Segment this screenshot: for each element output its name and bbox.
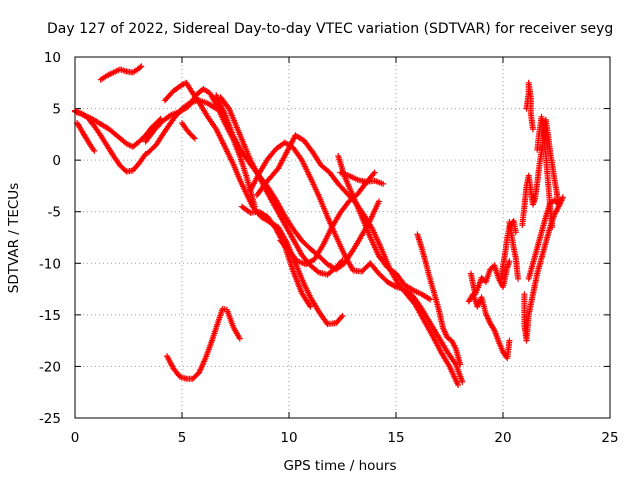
chart-title: Day 127 of 2022, Sidereal Day-to-day VTE… xyxy=(47,21,613,37)
series-arc-17 xyxy=(414,231,464,368)
plot-frame xyxy=(74,56,611,419)
series-arc-19 xyxy=(467,258,513,298)
series-arc-22 xyxy=(506,219,521,282)
series-arc-8 xyxy=(179,120,198,142)
marker-trail xyxy=(161,79,346,328)
series-arc-13 xyxy=(253,132,462,388)
y-tick-label: -15 xyxy=(39,308,61,324)
x-tick-label: 25 xyxy=(601,430,618,446)
y-axis-label: SDTVAR / TECUs xyxy=(6,183,22,293)
series-arc-16 xyxy=(335,153,434,303)
marker-trail xyxy=(97,63,145,83)
marker-trail xyxy=(414,231,464,368)
marker-trail xyxy=(72,107,164,150)
series-arc-26 xyxy=(523,79,536,133)
x-tick-label: 0 xyxy=(71,430,80,446)
marker-trail xyxy=(253,132,462,388)
x-tick-label: 10 xyxy=(280,430,297,446)
x-tick-label: 5 xyxy=(178,430,187,446)
x-axis-label: GPS time / hours xyxy=(283,458,396,474)
axis-ticks: 0 5 10 15 20 25 10 5 0 -5 -10 -15 -20 -25 xyxy=(39,50,619,446)
y-tick-label: 0 xyxy=(52,153,61,169)
y-tick-label: -10 xyxy=(39,256,61,272)
marker-trail xyxy=(247,139,466,385)
x-tick-label: 20 xyxy=(494,430,511,446)
y-tick-label: 5 xyxy=(52,102,61,118)
marker-trail xyxy=(534,113,556,231)
marker-trail xyxy=(467,258,513,298)
x-tick-label: 15 xyxy=(387,430,404,446)
y-tick-label: -5 xyxy=(48,205,61,221)
series-arc-3 xyxy=(72,107,164,150)
data-series xyxy=(72,63,566,388)
y-tick-label: 10 xyxy=(44,50,61,66)
series-arc-20 xyxy=(465,291,513,362)
marker-trail xyxy=(179,120,198,142)
grid xyxy=(75,57,610,418)
marker-trail xyxy=(523,79,536,133)
series-arc-27 xyxy=(534,113,556,231)
series-arc-4 xyxy=(97,63,145,83)
series-arc-12 xyxy=(247,139,466,385)
y-tick-label: -25 xyxy=(39,411,61,427)
y-tick-label: -20 xyxy=(39,359,61,375)
marker-trail xyxy=(465,291,513,362)
marker-trail xyxy=(335,153,434,303)
marker-trail xyxy=(164,305,243,382)
series-arc-1 xyxy=(74,120,98,154)
series-arc-9 xyxy=(217,94,346,278)
series-arc-18 xyxy=(164,305,243,382)
series-arc-7 xyxy=(161,79,346,328)
marker-trail xyxy=(74,120,98,154)
marker-trail xyxy=(217,94,346,278)
marker-trail xyxy=(506,219,521,282)
